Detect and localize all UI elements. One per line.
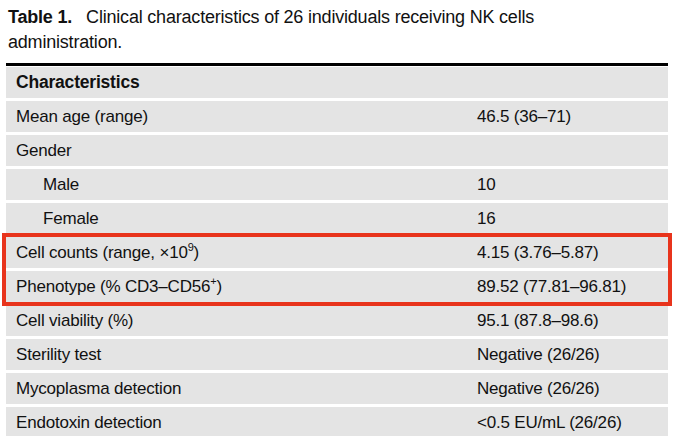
row-label: Male <box>6 175 477 195</box>
caption-table-number: Table 1. <box>8 7 72 27</box>
table-row: Mean age (range) 46.5 (36–71) <box>6 101 668 132</box>
caption-line-2: administration. <box>8 30 656 55</box>
table-row: Male 10 <box>6 169 668 200</box>
row-value: 16 <box>477 209 668 229</box>
table-row-highlighted: Cell counts (range, ×109) 4.15 (3.76–5.8… <box>6 237 668 268</box>
row-value: 4.15 (3.76–5.87) <box>477 243 668 263</box>
row-label: Female <box>6 209 477 229</box>
table-row: Endotoxin detection <0.5 EU/mL (26/26) <box>6 407 668 436</box>
row-value: Negative (26/26) <box>477 379 668 399</box>
row-label: Phenotype (% CD3–CD56+) <box>6 277 477 297</box>
table-row: Cell viability (%) 95.1 (87.8–98.6) <box>6 305 668 336</box>
row-label: Sterility test <box>6 345 477 365</box>
row-value: 95.1 (87.8–98.6) <box>477 311 668 331</box>
row-value: Negative (26/26) <box>477 345 668 365</box>
row-label: Endotoxin detection <box>6 413 477 433</box>
table-top-rule <box>6 63 668 66</box>
header-characteristics: Characteristics <box>6 72 477 93</box>
table-row: Mycoplasma detection Negative (26/26) <box>6 373 668 404</box>
table-header-row: Characteristics <box>6 67 668 98</box>
table-row: Sterility test Negative (26/26) <box>6 339 668 370</box>
caption-line-1: Table 1. Clinical characteristics of 26 i… <box>8 5 656 30</box>
table-caption: Table 1. Clinical characteristics of 26 i… <box>8 5 656 55</box>
table-row: Gender <box>6 135 668 166</box>
table-row-highlighted: Phenotype (% CD3–CD56+) 89.52 (77.81–96.… <box>6 271 668 302</box>
row-value: 10 <box>477 175 668 195</box>
row-label: Cell counts (range, ×109) <box>6 243 477 263</box>
row-label: Mean age (range) <box>6 107 477 127</box>
row-label: Gender <box>6 141 477 161</box>
row-label: Mycoplasma detection <box>6 379 477 399</box>
table-row: Female 16 <box>6 203 668 234</box>
caption-text: Clinical characteristics of 26 individua… <box>86 7 534 27</box>
row-value: 89.52 (77.81–96.81) <box>477 277 668 297</box>
row-label: Cell viability (%) <box>6 311 477 331</box>
clinical-characteristics-table: Characteristics Mean age (range) 46.5 (3… <box>6 63 668 436</box>
row-value: <0.5 EU/mL (26/26) <box>477 413 668 433</box>
row-value: 46.5 (36–71) <box>477 107 668 127</box>
